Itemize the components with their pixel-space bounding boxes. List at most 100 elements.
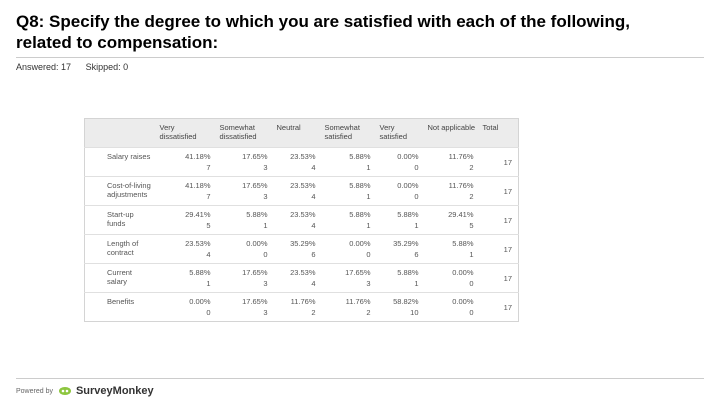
cell: 5.88% 1	[376, 263, 425, 293]
table-row: Salary raises 41.18% 7 17.65% 3 23.53% 4 5.88% 1…	[84, 147, 519, 177]
total: 17	[479, 292, 519, 322]
count: 3	[263, 308, 268, 317]
percent: 41.18%	[185, 152, 211, 161]
column-header: Not applicable	[424, 118, 480, 148]
cell: 17.65% 3	[216, 263, 274, 293]
count: 0	[206, 308, 211, 317]
count: 1	[366, 192, 371, 201]
count: 2	[469, 192, 474, 201]
cell: 0.00% 0	[424, 263, 480, 293]
percent: 11.76%	[448, 152, 474, 161]
count: 6	[414, 250, 419, 259]
table-row: Cost-of-living adjustments 41.18% 7 17.65% 3…	[84, 176, 519, 206]
count: 7	[206, 163, 211, 172]
header-row: Very dissatisfied Somewhat dissatisfied Ne…	[84, 118, 519, 148]
row-label: Benefits	[84, 292, 157, 322]
corner-cell	[84, 118, 157, 148]
percent: 5.88%	[349, 210, 371, 219]
count: 2	[311, 308, 316, 317]
cell: 11.76% 2	[273, 292, 322, 322]
percent: 29.41%	[448, 210, 474, 219]
cell: 5.88% 1	[321, 147, 377, 177]
count: 4	[206, 250, 211, 259]
logo-icon	[58, 387, 71, 395]
cell: 35.29% 6	[273, 234, 322, 264]
percent: 0.00%	[349, 239, 371, 248]
count: 1	[206, 279, 211, 288]
percent: 17.65%	[345, 268, 371, 277]
percent: 11.76%	[290, 297, 316, 306]
count: 3	[263, 279, 268, 288]
column-header: Neutral	[273, 118, 322, 148]
row-label: Salary raises	[84, 147, 157, 177]
total: 17	[479, 234, 519, 264]
percent: 11.76%	[345, 297, 371, 306]
percent: 11.76%	[448, 181, 474, 190]
count: 4	[311, 279, 316, 288]
count: 7	[206, 192, 211, 201]
column-header: Very satisfied	[376, 118, 425, 148]
percent: 5.88%	[397, 210, 419, 219]
count: 1	[414, 279, 419, 288]
answered: Answered: 17	[16, 62, 72, 72]
percent: 5.88%	[246, 210, 268, 219]
cell: 5.88% 1	[216, 205, 274, 235]
table-row: Length of contract 23.53% 4 0.00% 0 35.29% 6 0.…	[84, 234, 519, 264]
count: 4	[311, 221, 316, 230]
cell: 23.53% 4	[273, 176, 322, 206]
table-row: Current salary 5.88% 1 17.65% 3 23.53% 4 17.65%…	[84, 263, 519, 293]
count: 0	[263, 250, 268, 259]
cell: 5.88% 1	[321, 205, 377, 235]
percent: 23.53%	[290, 181, 316, 190]
total: 17	[479, 263, 519, 293]
cell: 0.00% 0	[156, 292, 217, 322]
count: 1	[366, 221, 371, 230]
percent: 17.65%	[242, 181, 268, 190]
question-title: Q8: Specify the degree to which you are …	[16, 12, 630, 52]
brand: SurveyMonkey	[75, 385, 154, 397]
cell: 17.65% 3	[321, 263, 377, 293]
percent: 35.29%	[290, 239, 316, 248]
percent: 0.00%	[452, 268, 474, 277]
percent: 0.00%	[397, 152, 419, 161]
count: 3	[366, 279, 371, 288]
count: 1	[263, 221, 268, 230]
count: 0	[414, 163, 419, 172]
column-header: Very dissatisfied	[156, 118, 217, 148]
cell: 58.82% 10	[376, 292, 425, 322]
count: 2	[469, 163, 474, 172]
cell: 23.53% 4	[273, 205, 322, 235]
count: 4	[311, 192, 316, 201]
cell: 5.88% 1	[321, 176, 377, 206]
total: 17	[479, 205, 519, 235]
cell: 17.65% 3	[216, 176, 274, 206]
cell: 23.53% 4	[156, 234, 217, 264]
footer: Powered by SurveyMonkey	[16, 385, 154, 397]
cell: 35.29% 6	[376, 234, 425, 264]
count: 5	[206, 221, 211, 230]
percent: 0.00%	[397, 181, 419, 190]
percent: 0.00%	[452, 297, 474, 306]
count: 6	[311, 250, 316, 259]
cell: 11.76% 2	[321, 292, 377, 322]
percent: 17.65%	[242, 152, 268, 161]
row-label: Start-up funds	[84, 205, 157, 235]
percent: 17.65%	[242, 297, 268, 306]
percent: 5.88%	[452, 239, 474, 248]
percent: 0.00%	[246, 239, 268, 248]
percent: 17.65%	[242, 268, 268, 277]
row-label: Cost-of-living adjustments	[84, 176, 157, 206]
powered-by: Powered by	[16, 387, 53, 395]
cell: 11.76% 2	[424, 147, 480, 177]
percent: 35.29%	[393, 239, 419, 248]
count: 0	[469, 279, 474, 288]
cell: 0.00% 0	[376, 147, 425, 177]
cell: 0.00% 0	[216, 234, 274, 264]
count: 0	[414, 192, 419, 201]
table-row: Benefits 0.00% 0 17.65% 3 11.76% 2 11.76% 2 58.82…	[84, 292, 519, 322]
skipped: Skipped: 0	[85, 62, 129, 72]
cell: 0.00% 0	[424, 292, 480, 322]
cell: 23.53% 4	[273, 147, 322, 177]
cell: 5.88% 1	[424, 234, 480, 264]
